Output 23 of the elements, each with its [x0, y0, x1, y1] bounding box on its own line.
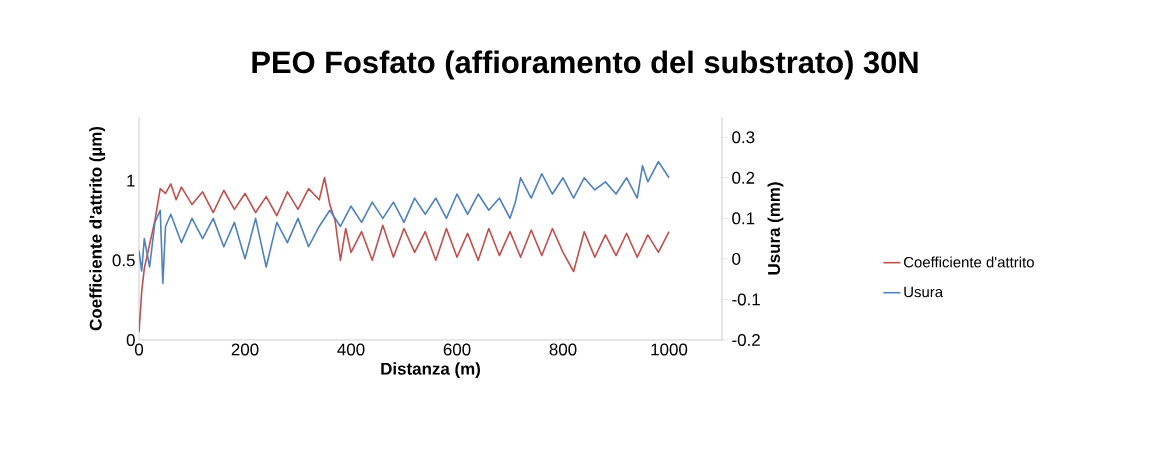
- line-series: [139, 160, 670, 285]
- y2-tick-label: 0.2: [732, 171, 755, 184]
- y-axis-title: Coefficiente d'attrito (µm): [89, 126, 106, 331]
- y-tick-label: 1: [127, 174, 135, 187]
- y2-tick-label: -0.1: [732, 293, 760, 306]
- y2-axis-title: Usura (mm): [767, 182, 784, 275]
- x-tick-label: 1000: [651, 343, 688, 356]
- y2-tick-label: 0.1: [732, 212, 755, 225]
- legend-label: Coefficiente d'attrito: [903, 256, 1034, 268]
- y2-tick-label: 0: [732, 252, 741, 265]
- x-tick-label: 800: [549, 343, 577, 356]
- x-tick-label: 600: [443, 343, 471, 356]
- y-tick-label: 0.5: [112, 254, 135, 267]
- x-tick-label: 400: [337, 343, 365, 356]
- line-series: [139, 176, 670, 333]
- x-tick-label: 0: [134, 343, 144, 356]
- x-tick-label: 200: [231, 343, 259, 356]
- y2-tick-label: -0.2: [732, 333, 760, 346]
- x-axis-title: Distanza (m): [381, 362, 480, 379]
- chart-title: PEO Fosfato (affioramento del substrato) 30N: [252, 50, 918, 80]
- y2-tick-label: 0.3: [732, 131, 755, 144]
- y-tick-label: 0: [126, 333, 135, 346]
- legend-label: Usura: [904, 286, 944, 298]
